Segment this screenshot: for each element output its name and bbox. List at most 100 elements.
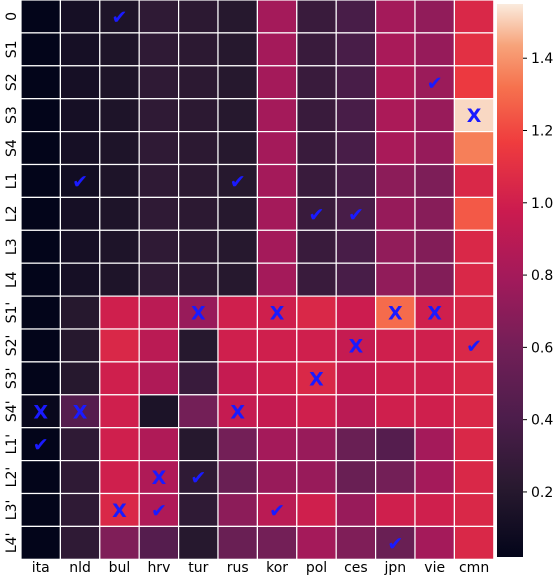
heatmap-cell-S4-cmn xyxy=(453,131,495,166)
heatmap-cell-S4-bul xyxy=(99,131,140,166)
heatmap-cell-L2-ita xyxy=(20,196,62,231)
x-tick-label: vie xyxy=(424,560,445,576)
heatmap-cell-S1-ita xyxy=(20,32,62,67)
heatmap-cell-S3-nld xyxy=(59,98,101,133)
heatmap-cell-L3'-jpn xyxy=(375,492,416,528)
heatmap-cell-L4-pol xyxy=(296,262,337,297)
heatmap-cell-S3-jpn xyxy=(375,98,416,133)
heatmap-cell-S1'-ita xyxy=(20,295,62,330)
heatmap-cell-S1-ces xyxy=(335,32,377,67)
heatmap-cell-L1'-kor xyxy=(256,427,298,462)
cell-annotation: ✔ xyxy=(33,434,49,456)
heatmap-cell-S2'-kor xyxy=(256,328,298,363)
heatmap-cell-S4'-jpn xyxy=(375,394,416,429)
heatmap-cell-S3'-hrv xyxy=(138,361,180,396)
heatmap-cell-S3-ces xyxy=(335,98,377,133)
heatmap-cell-0-vie xyxy=(414,0,456,34)
heatmap-cell-L1'-jpn xyxy=(375,427,416,462)
heatmap-cell-L3'-pol xyxy=(296,492,337,528)
heatmap-cell-L1'-ces xyxy=(335,427,377,462)
heatmap-cell-L4'-cmn xyxy=(453,525,495,560)
y-tick-label: L3 xyxy=(4,238,20,255)
heatmap-cell-L2-cmn xyxy=(453,196,495,231)
heatmap-cell-L1'-vie xyxy=(414,427,456,462)
heatmap-cell-0-bul xyxy=(99,0,140,34)
heatmap-cell-S2-kor xyxy=(256,65,298,100)
heatmap-cell-S3-vie xyxy=(414,98,456,133)
heatmap-cell-L2-nld xyxy=(59,196,101,231)
heatmap-cell-L1-kor xyxy=(256,163,298,199)
heatmap-cell-S4'-pol xyxy=(296,394,337,429)
heatmap-cell-L2-ces xyxy=(335,196,377,231)
heatmap-cell-L2-hrv xyxy=(138,196,180,231)
y-tick-label: S3 xyxy=(4,106,20,124)
heatmap-cell-S2'-vie xyxy=(414,328,456,363)
cell-annotation: X xyxy=(112,500,127,522)
heatmap-cell-S2'-bul xyxy=(99,328,140,363)
y-tick-label: 0 xyxy=(4,12,20,21)
heatmap-cell-0-pol xyxy=(296,0,337,34)
heatmap-cell-L4-hrv xyxy=(138,262,180,297)
heatmap-cell-S3-hrv xyxy=(138,98,180,133)
heatmap-cell-S4-rus xyxy=(217,131,259,166)
heatmap-cell-L2'-rus xyxy=(217,460,259,495)
heatmap-cell-L1-pol xyxy=(296,163,337,199)
y-tick-label: L4 xyxy=(4,271,20,288)
heatmap-cell-S2'-hrv xyxy=(138,328,180,363)
heatmap-cell-0-rus xyxy=(217,0,259,34)
colorbar-tick-label: 1.0 xyxy=(531,196,553,212)
heatmap-cell-L4-tur xyxy=(178,262,219,297)
heatmap-cell-S2-jpn xyxy=(375,65,416,100)
heatmap-cell-L3'-cmn xyxy=(453,492,495,528)
heatmap-cell-L3'-kor xyxy=(256,492,298,528)
heatmap-cell-L4-cmn xyxy=(453,262,495,297)
heatmap-cell-0-cmn xyxy=(453,0,495,34)
heatmap-cell-L1'-pol xyxy=(296,427,337,462)
heatmap-cell-L3-vie xyxy=(414,229,456,264)
heatmap-cell-L4-rus xyxy=(217,262,259,297)
heatmap-cell-L1-hrv xyxy=(138,163,180,199)
heatmap-cell-L4'-rus xyxy=(217,525,259,560)
heatmap-cell-S1'-vie xyxy=(414,295,456,330)
heatmap-cell-L2'-hrv xyxy=(138,460,180,495)
cell-annotation: X xyxy=(230,401,245,423)
x-tick-label: tur xyxy=(188,560,208,576)
heatmap-cell-L3-kor xyxy=(256,229,298,264)
heatmap-cell-L2-vie xyxy=(414,196,456,231)
heatmap-cell-S3-tur xyxy=(178,98,219,133)
colorbar-tick-label: 0.8 xyxy=(531,268,553,284)
cell-annotation: ✔ xyxy=(230,171,246,193)
heatmap-cell-S1-kor xyxy=(256,32,298,67)
heatmap-cell-L1-cmn xyxy=(453,163,495,199)
cell-annotation: X xyxy=(191,303,206,325)
cell-annotation: ✔ xyxy=(348,204,364,226)
heatmap-cell-L3-bul xyxy=(99,229,140,264)
heatmap-cell-L1'-cmn xyxy=(453,427,495,462)
x-tick-label: kor xyxy=(266,560,288,576)
y-tick-label: L2' xyxy=(4,467,20,488)
heatmap-cell-0-nld xyxy=(59,0,101,34)
heatmap-cell-L1-jpn xyxy=(375,163,416,199)
x-tick-label: pol xyxy=(306,560,327,576)
heatmap-cell-L4'-kor xyxy=(256,525,298,560)
heatmap-cell-L3-jpn xyxy=(375,229,416,264)
heatmap-cell-0-tur xyxy=(178,0,219,34)
heatmap-cell-S1-nld xyxy=(59,32,101,67)
heatmap-cell-L3-ita xyxy=(20,229,62,264)
heatmap-cell-L4'-tur xyxy=(178,525,219,560)
heatmap-cell-L2-bul xyxy=(99,196,140,231)
x-tick-label: ita xyxy=(32,560,50,576)
heatmap-cell-S1-tur xyxy=(178,32,219,67)
heatmap-cell-S1-jpn xyxy=(375,32,416,67)
heatmap-cell-S1'-ces xyxy=(335,295,377,330)
cell-annotation: ✔ xyxy=(151,500,167,522)
heatmap-cell-L3-tur xyxy=(178,229,219,264)
heatmap-cell-L4-ces xyxy=(335,262,377,297)
heatmap-cell-S3'-ita xyxy=(20,361,62,396)
heatmap-cell-S3'-vie xyxy=(414,361,456,396)
colorbar-ticks: 0.2 0.4 0.6 0.8 1.0 1.2 1.4 xyxy=(523,51,553,501)
heatmap-cell-L4-nld xyxy=(59,262,101,297)
heatmap-cell-L1-ita xyxy=(20,163,62,199)
heatmap-cell-S4'-ces xyxy=(335,394,377,429)
cell-annotation: X xyxy=(427,303,442,325)
